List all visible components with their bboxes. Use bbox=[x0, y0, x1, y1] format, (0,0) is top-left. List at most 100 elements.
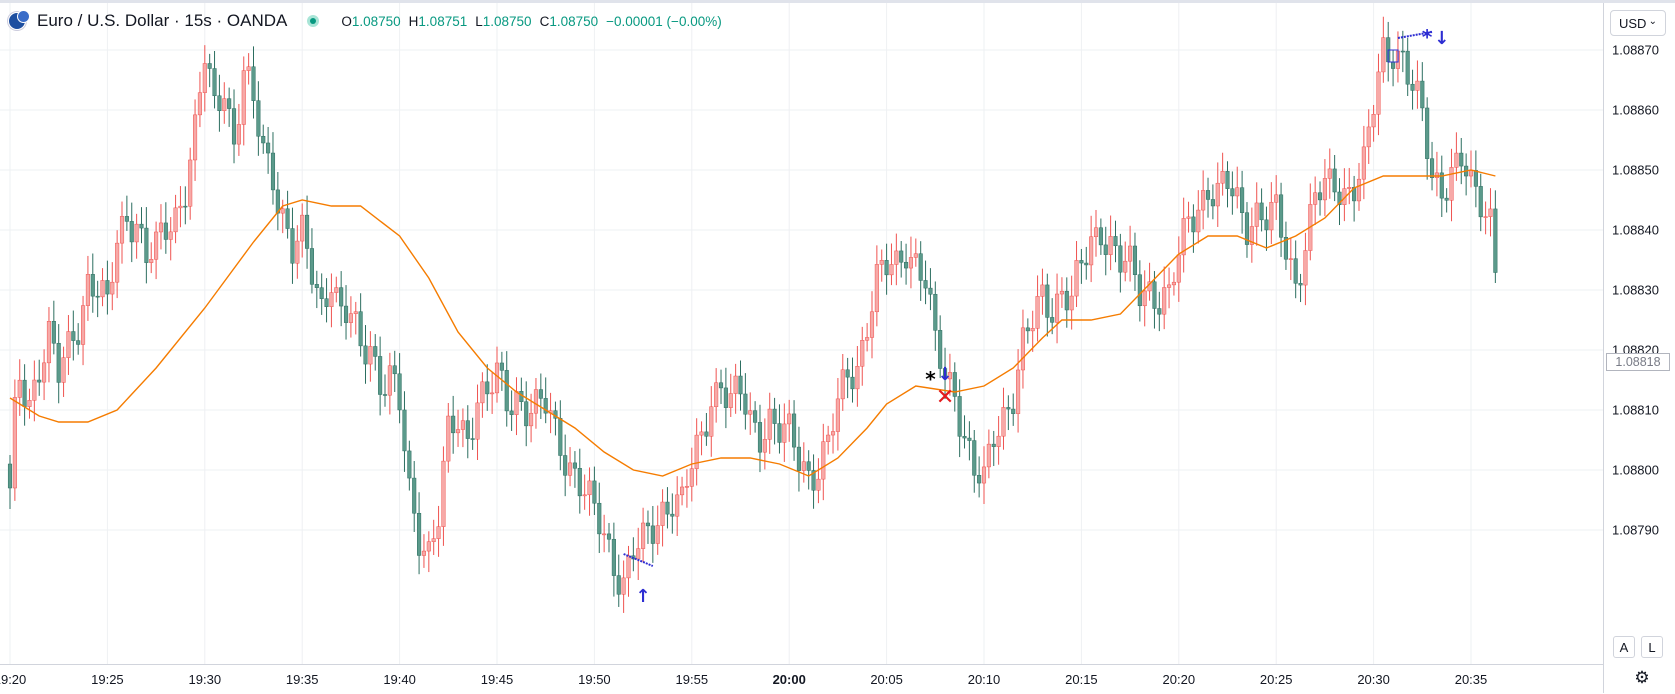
candle-body bbox=[918, 253, 923, 281]
candle-body bbox=[188, 159, 193, 207]
time-tick-label: 20:35 bbox=[1455, 672, 1488, 687]
candle-body bbox=[1244, 212, 1250, 245]
time-tick-label: 20:20 bbox=[1163, 672, 1196, 687]
candle-body bbox=[504, 370, 509, 412]
candle-body bbox=[1171, 281, 1176, 286]
time-tick-label: 19:30 bbox=[189, 672, 222, 687]
candle-body bbox=[1313, 192, 1318, 205]
candle-body bbox=[1098, 227, 1103, 246]
candle-body bbox=[1488, 208, 1493, 217]
candle-body bbox=[490, 392, 495, 395]
candle-body bbox=[801, 461, 806, 471]
candle-body bbox=[981, 466, 987, 484]
candle-body bbox=[329, 292, 334, 307]
candle-body bbox=[899, 250, 904, 263]
candle-body bbox=[193, 114, 198, 161]
price-tick-label: 1.08870 bbox=[1612, 43, 1659, 58]
candle-body bbox=[1108, 236, 1113, 255]
candle-body bbox=[149, 259, 154, 263]
candle-body bbox=[124, 216, 129, 222]
candle-body bbox=[1429, 158, 1435, 178]
candle-body bbox=[1327, 168, 1332, 179]
candle-body bbox=[1006, 407, 1011, 410]
candle-body bbox=[1050, 317, 1055, 323]
candle-body bbox=[753, 410, 758, 423]
currency-select[interactable]: USD ⌄ bbox=[1610, 10, 1666, 36]
candle-body bbox=[256, 100, 261, 137]
candle-body bbox=[845, 369, 850, 378]
candle-body bbox=[1152, 281, 1157, 309]
candle-body bbox=[957, 396, 962, 437]
candle-body bbox=[1069, 295, 1074, 311]
market-open-dot-icon bbox=[307, 15, 320, 27]
candle-body bbox=[509, 410, 514, 415]
chart-pane[interactable]: ↑ * ↓ ✕ * ↓ bbox=[0, 3, 1603, 664]
candle-body bbox=[1439, 172, 1444, 199]
candle-body bbox=[305, 214, 310, 249]
gear-icon[interactable]: ⚙ bbox=[1634, 668, 1650, 687]
candle-body bbox=[202, 63, 207, 93]
candle-body bbox=[358, 311, 363, 347]
candle-body bbox=[1259, 202, 1264, 221]
candle-body bbox=[382, 394, 388, 396]
candle-body bbox=[913, 253, 918, 258]
candlestick-chart[interactable]: ↑* ↓✕* ↓ bbox=[0, 3, 1603, 664]
candle-body bbox=[538, 389, 543, 399]
candle-body bbox=[1425, 107, 1430, 159]
candle-body bbox=[1415, 80, 1420, 91]
candle-body bbox=[451, 415, 456, 434]
candle-body bbox=[227, 98, 232, 109]
candle-body bbox=[1366, 126, 1371, 148]
candle-body bbox=[314, 284, 319, 288]
log-scale-button[interactable]: L bbox=[1641, 636, 1663, 658]
candle-body bbox=[319, 287, 324, 299]
eur-usd-flag-icon bbox=[8, 10, 30, 30]
candle-body bbox=[816, 478, 821, 491]
close-key: C bbox=[539, 13, 550, 29]
candle-body bbox=[324, 298, 329, 307]
candle-body bbox=[529, 412, 534, 427]
candle-body bbox=[1035, 296, 1040, 329]
candle-body bbox=[611, 538, 616, 576]
candle-body bbox=[1254, 202, 1259, 227]
candle-body bbox=[7, 463, 13, 489]
candle-body bbox=[777, 423, 782, 443]
sell-arrow-icon: ↓ bbox=[937, 364, 952, 385]
candle-body bbox=[436, 526, 441, 539]
candle-body bbox=[972, 440, 977, 476]
candle-body bbox=[378, 356, 383, 395]
candle-body bbox=[602, 533, 607, 536]
candle-body bbox=[568, 462, 573, 476]
candle-body bbox=[947, 372, 952, 380]
candle-body bbox=[485, 381, 490, 395]
price-tick-label: 1.08790 bbox=[1612, 523, 1659, 538]
candle-body bbox=[251, 66, 256, 101]
candle-body bbox=[368, 346, 373, 365]
candle-body bbox=[869, 311, 875, 338]
candle-body bbox=[412, 477, 417, 514]
candle-body bbox=[558, 418, 563, 456]
price-tick-label: 1.08810 bbox=[1612, 403, 1659, 418]
candle-body bbox=[582, 494, 587, 497]
asterisk-icon: * bbox=[1422, 25, 1433, 49]
candle-body bbox=[1473, 170, 1478, 187]
candle-body bbox=[81, 305, 86, 345]
time-tick-label: 19:50 bbox=[578, 672, 611, 687]
candle-body bbox=[923, 280, 928, 289]
candle-body bbox=[616, 575, 621, 595]
high-key: H bbox=[408, 13, 419, 29]
candle-body bbox=[334, 287, 339, 293]
candle-body bbox=[967, 437, 972, 441]
candle-body bbox=[1298, 283, 1303, 286]
time-axis[interactable]: 19:20 19:25 19:30 19:35 19:40 19:45 19:50 19:55… bbox=[0, 664, 1603, 694]
candle-body bbox=[660, 501, 665, 526]
candle-body bbox=[236, 124, 241, 145]
symbol-legend[interactable]: Euro / U.S. Dollar · 15s · OANDA O1.0875… bbox=[8, 10, 722, 32]
candle-body bbox=[1113, 236, 1118, 247]
candle-body bbox=[684, 486, 689, 488]
candle-body bbox=[32, 379, 37, 401]
symbol-title[interactable]: Euro / U.S. Dollar · 15s · OANDA bbox=[37, 11, 288, 30]
auto-scale-button[interactable]: A bbox=[1613, 636, 1635, 658]
price-axis[interactable]: 1.08790 1.08800 1.08810 1.08820 1.08830 1.088… bbox=[1603, 3, 1675, 693]
time-tick-label: 19:45 bbox=[481, 672, 514, 687]
